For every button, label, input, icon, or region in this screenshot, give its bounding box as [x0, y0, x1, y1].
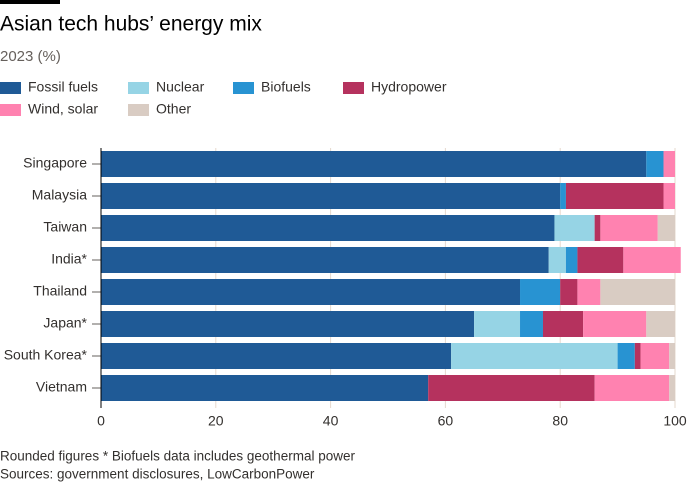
legend-swatch	[0, 104, 21, 116]
legend-label: Other	[156, 101, 191, 117]
y-tick-label: Taiwan	[43, 219, 87, 235]
legend-swatch	[128, 104, 149, 116]
bar-segment	[646, 151, 664, 177]
chart-title: Asian tech hubs’ energy mix	[0, 13, 262, 36]
legend-label: Wind, solar	[28, 101, 98, 117]
bar-segment	[577, 247, 624, 273]
bar-segment	[577, 279, 601, 305]
bar-segment	[451, 343, 618, 369]
chart-subtitle: 2023 (%)	[0, 48, 61, 65]
legend-label: Fossil fuels	[28, 79, 98, 95]
bar-segment	[101, 151, 647, 177]
x-tick-label: 100	[663, 413, 687, 429]
bar-segment	[657, 215, 675, 241]
legend-label: Nuclear	[156, 79, 205, 95]
bar-segment	[560, 279, 578, 305]
bar-segment	[669, 343, 675, 369]
bar-segment	[560, 183, 566, 209]
bar-segment	[594, 215, 601, 241]
y-tick-label: India*	[51, 251, 87, 267]
legend-swatch	[0, 82, 21, 94]
legend-swatch	[343, 82, 364, 94]
bar-segment	[101, 343, 452, 369]
y-tick-label: Japan*	[43, 315, 87, 331]
bar-segment	[101, 215, 555, 241]
bar-segment	[600, 215, 658, 241]
legend-swatch	[128, 82, 149, 94]
bar-segment	[634, 343, 641, 369]
y-tick-label: Thailand	[33, 283, 87, 299]
bar-segment	[101, 279, 521, 305]
bar-segment	[520, 311, 543, 337]
bar-segment	[542, 311, 584, 337]
bar-segment	[565, 247, 578, 273]
x-tick-label: 0	[97, 413, 105, 429]
bar-segment	[640, 343, 670, 369]
footnote: Rounded figures * Biofuels data includes…	[0, 449, 355, 464]
bar-segment	[617, 343, 635, 369]
bar-segment	[594, 375, 670, 401]
bar-segment	[474, 311, 521, 337]
x-tick-label: 40	[323, 413, 339, 429]
bar-segment	[428, 375, 595, 401]
y-tick-label: South Korea*	[4, 347, 88, 363]
bar-segment	[583, 311, 647, 337]
y-tick-label: Malaysia	[32, 187, 87, 203]
bar-segment	[101, 375, 429, 401]
legend-label: Biofuels	[261, 79, 311, 95]
bar-segment	[548, 247, 566, 273]
bar-segment	[101, 311, 475, 337]
bar-segment	[663, 183, 675, 209]
brand-bar	[0, 0, 60, 4]
bar-segment	[101, 247, 549, 273]
bar-segment	[669, 375, 675, 401]
bar-segment	[565, 183, 664, 209]
bar-segment	[600, 279, 675, 305]
bar-segment	[520, 279, 561, 305]
legend-label: Hydropower	[371, 79, 447, 95]
bar-segment	[663, 151, 675, 177]
y-tick-label: Singapore	[23, 155, 87, 171]
x-tick-label: 80	[552, 413, 568, 429]
bar-segment	[101, 183, 561, 209]
bar-segment	[646, 311, 675, 337]
x-tick-label: 20	[208, 413, 224, 429]
y-tick-label: Vietnam	[36, 379, 87, 395]
bar-segment	[623, 247, 681, 273]
bar-segment	[554, 215, 595, 241]
legend-swatch	[233, 82, 254, 94]
source: Sources: government disclosures, LowCarb…	[0, 467, 315, 482]
x-tick-label: 60	[438, 413, 454, 429]
